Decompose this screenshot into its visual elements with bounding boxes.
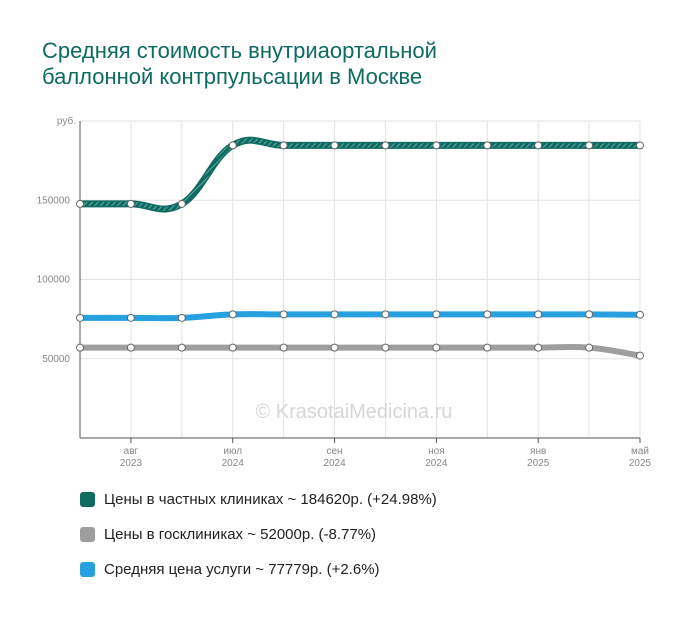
legend-label-private: Цены в частных клиниках ~ 184620р. (+24.… bbox=[104, 490, 437, 508]
series-0-point[interactable] bbox=[636, 141, 644, 150]
series-2-point[interactable] bbox=[534, 310, 543, 319]
legend-swatch-average bbox=[80, 561, 95, 577]
series-0-point[interactable] bbox=[279, 141, 288, 150]
x-tick-label-month: май bbox=[631, 446, 649, 457]
legend-label-public: Цены в госклиниках ~ 52000р. (-8.77%) bbox=[104, 525, 377, 543]
series-1-point[interactable] bbox=[483, 343, 492, 352]
series-2-point[interactable] bbox=[228, 310, 237, 319]
series-1-point[interactable] bbox=[585, 343, 594, 352]
chart-title-line-1: Средняя стоимость внутриаортальной bbox=[42, 38, 437, 63]
series-2-point[interactable] bbox=[585, 310, 594, 319]
series-2-point[interactable] bbox=[177, 313, 186, 322]
series-1-point[interactable] bbox=[177, 343, 186, 352]
legend: Цены в частных клиниках ~ 184620р. (+24.… bbox=[80, 489, 437, 594]
series-0-point[interactable] bbox=[177, 199, 186, 208]
series-1-point[interactable] bbox=[636, 351, 644, 360]
watermark: © KrasotaiMedicina.ru bbox=[255, 401, 452, 423]
series-0-point[interactable] bbox=[126, 199, 135, 208]
axes: руб.50000100000150000авг2023июл2024сен20… bbox=[37, 115, 652, 469]
x-tick-label-month: июл bbox=[223, 446, 242, 457]
series-0-point[interactable] bbox=[534, 141, 543, 150]
x-tick-label-year: 2024 bbox=[323, 458, 346, 469]
series-0-point[interactable] bbox=[228, 141, 237, 150]
series-2-point[interactable] bbox=[432, 310, 441, 319]
x-tick-label-month: авг bbox=[124, 446, 139, 457]
series-0-point[interactable] bbox=[381, 141, 390, 150]
series-1-point[interactable] bbox=[381, 343, 390, 352]
series-0-point[interactable] bbox=[483, 141, 492, 150]
x-tick-label-year: 2024 bbox=[222, 458, 245, 469]
y-tick-label: 150000 bbox=[37, 195, 71, 206]
series-2-point[interactable] bbox=[381, 310, 390, 319]
series-2-point[interactable] bbox=[636, 310, 644, 319]
series-2-point[interactable] bbox=[76, 313, 84, 322]
x-tick-label-month: ноя bbox=[428, 446, 445, 457]
series-1-point[interactable] bbox=[126, 343, 135, 352]
x-tick-label-month: янв bbox=[530, 446, 546, 457]
chart-title-line-2: баллонной контрпульсации в Москве bbox=[42, 64, 423, 89]
series-1-point[interactable] bbox=[76, 343, 84, 352]
series-2-line bbox=[77, 311, 643, 322]
x-tick-label-year: 2024 bbox=[425, 458, 448, 469]
series-2-point[interactable] bbox=[483, 310, 492, 319]
series-2-point[interactable] bbox=[279, 310, 288, 319]
series bbox=[76, 136, 644, 359]
legend-item-private[interactable]: Цены в частных клиниках ~ 184620р. (+24.… bbox=[80, 489, 437, 509]
series-0-point[interactable] bbox=[76, 199, 84, 208]
y-tick-label: 100000 bbox=[37, 275, 71, 286]
y-unit-label: руб. bbox=[57, 115, 76, 127]
legend-swatch-private bbox=[80, 491, 95, 507]
series-0-point[interactable] bbox=[432, 141, 441, 150]
grid bbox=[79, 120, 641, 438]
series-0-line-outline bbox=[76, 136, 644, 213]
legend-label-average: Средняя цена услуги ~ 77779р. (+2.6%) bbox=[104, 560, 380, 578]
series-1-point[interactable] bbox=[228, 343, 237, 352]
x-tick-label-year: 2023 bbox=[120, 458, 143, 469]
series-1-point[interactable] bbox=[279, 343, 288, 352]
series-2-point[interactable] bbox=[126, 313, 135, 322]
data-points bbox=[76, 141, 644, 360]
series-1-point[interactable] bbox=[432, 343, 441, 352]
x-tick-label-month: сен bbox=[326, 446, 342, 457]
series-0-point[interactable] bbox=[330, 141, 339, 150]
series-2-point[interactable] bbox=[330, 310, 339, 319]
series-1-point[interactable] bbox=[330, 343, 339, 352]
y-tick-label: 50000 bbox=[42, 354, 70, 365]
legend-item-average[interactable]: Средняя цена услуги ~ 77779р. (+2.6%) bbox=[80, 559, 437, 579]
legend-item-public[interactable]: Цены в госклиниках ~ 52000р. (-8.77%) bbox=[80, 524, 437, 544]
chart-title: Средняя стоимость внутриаортальной балло… bbox=[42, 38, 642, 90]
series-0-line bbox=[78, 138, 642, 212]
series-0-point[interactable] bbox=[585, 141, 594, 150]
x-tick-label-year: 2025 bbox=[629, 458, 652, 469]
legend-swatch-public bbox=[80, 526, 95, 542]
series-1-point[interactable] bbox=[534, 343, 543, 352]
series-1-line bbox=[77, 343, 643, 359]
x-tick-label-year: 2025 bbox=[527, 458, 550, 469]
